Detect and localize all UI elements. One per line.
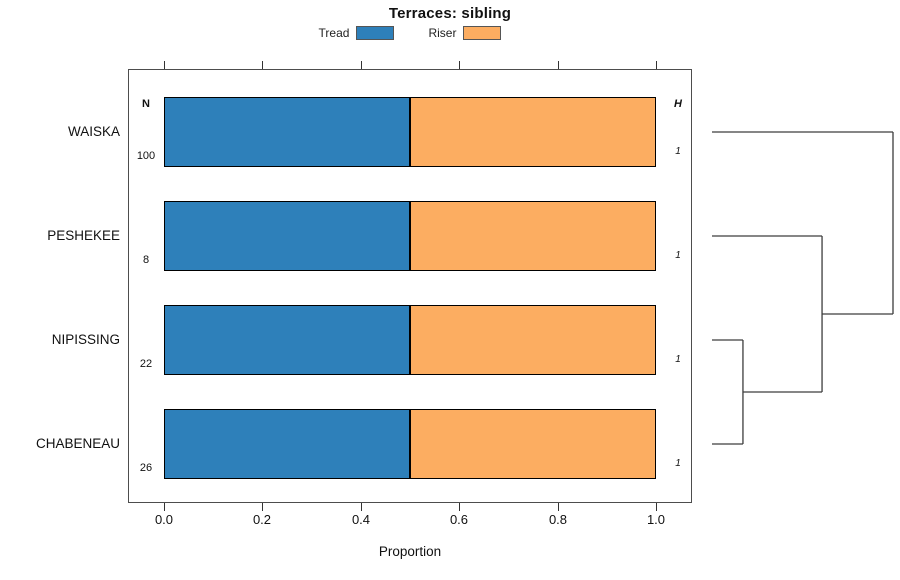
bar-waiska-riser-segment	[410, 97, 656, 167]
h-value-chabeneau: 1	[675, 458, 681, 469]
top-tick-2	[361, 61, 362, 69]
bottom-tick-1	[262, 503, 263, 511]
bar-peshekee-riser-segment	[410, 201, 656, 271]
bottom-tick-5	[656, 503, 657, 511]
bar-nipissing-tread-segment	[164, 305, 410, 375]
bar-chabeneau	[164, 409, 656, 479]
n-value-peshekee: 8	[142, 254, 150, 266]
legend-swatch-tread	[356, 26, 395, 40]
n-value-nipissing: 22	[139, 358, 153, 370]
bar-nipissing-riser-segment	[410, 305, 656, 375]
bar-waiska	[164, 97, 656, 167]
top-tick-0	[164, 61, 165, 69]
n-value-chabeneau: 26	[139, 462, 153, 474]
h-value-peshekee: 1	[675, 250, 681, 261]
chart-title: Terraces: sibling	[388, 5, 512, 22]
legend-item-riser: Riser	[428, 26, 502, 40]
top-tick-4	[558, 61, 559, 69]
n-value-waiska: 100	[136, 150, 156, 162]
bar-waiska-tread-segment	[164, 97, 410, 167]
row-label-waiska: WAISKA	[67, 124, 120, 139]
h-value-nipissing: 1	[675, 354, 681, 365]
legend-item-tread: Tread	[319, 26, 395, 40]
legend-label-riser: Riser	[428, 26, 457, 40]
x-tick-label-2: 0.4	[351, 512, 371, 527]
bar-nipissing	[164, 305, 656, 375]
bottom-tick-0	[164, 503, 165, 511]
legend-swatch-riser	[463, 26, 502, 40]
bar-peshekee-tread-segment	[164, 201, 410, 271]
x-axis-label: Proportion	[378, 544, 442, 559]
x-tick-label-0: 0.0	[154, 512, 174, 527]
row-label-peshekee: PESHEKEE	[47, 228, 120, 243]
x-tick-label-4: 0.8	[548, 512, 568, 527]
bottom-tick-3	[459, 503, 460, 511]
bar-chabeneau-riser-segment	[410, 409, 656, 479]
legend-label-tread: Tread	[318, 26, 350, 40]
row-label-chabeneau: CHABENEAU	[35, 436, 120, 451]
legend: Tread Riser	[128, 25, 692, 41]
n-column-header: N	[142, 98, 150, 110]
top-tick-3	[459, 61, 460, 69]
x-tick-label-5: 1.0	[646, 512, 666, 527]
h-value-waiska: 1	[675, 146, 681, 157]
bottom-tick-4	[558, 503, 559, 511]
h-column-header: H	[674, 98, 682, 110]
top-tick-1	[262, 61, 263, 69]
top-tick-5	[656, 61, 657, 69]
bottom-tick-2	[361, 503, 362, 511]
plot-box	[128, 69, 692, 503]
row-label-nipissing: NIPISSING	[51, 332, 120, 347]
x-tick-label-1: 0.2	[252, 512, 272, 527]
bar-chabeneau-tread-segment	[164, 409, 410, 479]
x-tick-label-3: 0.6	[449, 512, 469, 527]
bar-peshekee	[164, 201, 656, 271]
